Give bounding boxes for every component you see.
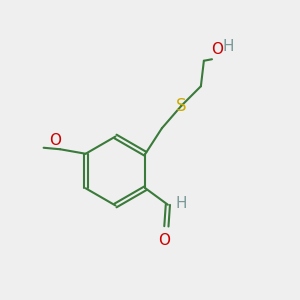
Text: H: H: [223, 39, 234, 54]
Text: O: O: [50, 133, 61, 148]
Text: O: O: [158, 233, 170, 248]
Text: O: O: [212, 42, 224, 57]
Text: S: S: [176, 97, 187, 115]
Text: H: H: [176, 196, 187, 211]
